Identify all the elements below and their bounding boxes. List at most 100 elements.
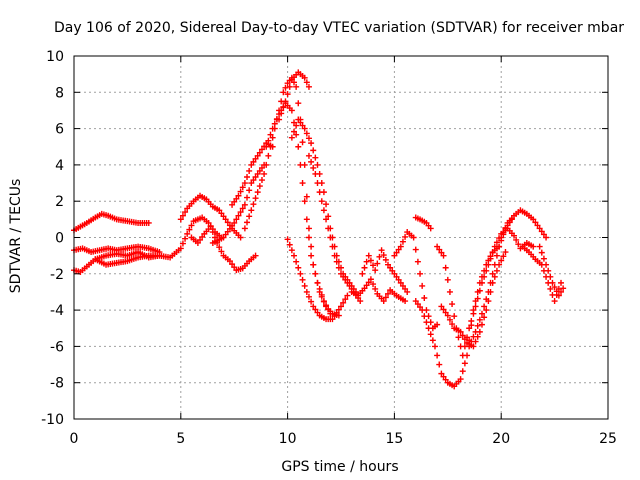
data-point (231, 264, 238, 271)
data-point (470, 310, 477, 317)
series-trace-22 (466, 207, 550, 350)
data-point (395, 276, 402, 283)
data-point (295, 264, 302, 271)
data-point (466, 343, 473, 350)
data-point (288, 107, 295, 114)
data-point (515, 241, 522, 248)
data-point (241, 225, 248, 232)
series-trace-2 (71, 243, 163, 256)
data-point (438, 249, 445, 256)
data-point (397, 279, 404, 286)
data-points (71, 69, 567, 390)
data-point (216, 207, 223, 214)
data-point (303, 79, 310, 86)
data-point (419, 307, 426, 314)
data-point (489, 270, 496, 277)
data-point (252, 155, 259, 162)
data-point (461, 336, 468, 343)
axis-ticks: 0 5 10 15 20 25 -10 -8 -6 -4 -2 0 2 4 6 8 10 (41, 49, 617, 447)
data-point (241, 180, 248, 187)
data-point (551, 284, 558, 291)
series-trace-21 (438, 249, 509, 350)
data-point (218, 210, 225, 217)
data-point (511, 232, 518, 239)
data-point (359, 270, 366, 277)
data-point (391, 270, 398, 277)
data-point (305, 293, 312, 300)
data-point (301, 198, 308, 205)
data-point (365, 279, 372, 286)
data-point (461, 360, 468, 367)
data-point (284, 91, 291, 98)
data-point (295, 100, 302, 107)
data-point (451, 313, 458, 320)
data-point (218, 248, 225, 255)
data-point (231, 219, 238, 226)
data-point (425, 325, 432, 332)
data-point (342, 296, 349, 303)
series-trace-14 (305, 152, 364, 305)
data-point (536, 225, 543, 232)
data-point (466, 325, 473, 332)
data-point (438, 303, 445, 310)
data-point (325, 306, 332, 313)
data-point (560, 285, 567, 292)
data-point (382, 294, 389, 301)
data-point (209, 229, 216, 236)
data-point (244, 219, 251, 226)
data-point (246, 213, 253, 220)
data-point (258, 177, 265, 184)
data-point (299, 122, 306, 129)
data-point (417, 304, 424, 311)
data-point (393, 249, 400, 256)
data-point (485, 288, 492, 295)
data-point (493, 252, 500, 259)
x-tick-label: 20 (492, 431, 510, 447)
series-trace-12 (284, 236, 351, 323)
series-trace-4 (92, 214, 225, 268)
data-point (457, 376, 464, 383)
data-point (384, 290, 391, 297)
data-point (291, 119, 298, 126)
y-axis-label: SDTVAR / TECUs (8, 179, 24, 294)
data-point (391, 252, 398, 259)
data-point (216, 244, 223, 251)
data-point (478, 279, 485, 286)
data-point (344, 279, 351, 286)
data-point (303, 193, 310, 200)
data-point (184, 230, 191, 237)
data-point (199, 233, 206, 240)
data-point (254, 189, 261, 196)
data-point (431, 343, 438, 350)
data-point (384, 261, 391, 268)
data-point (278, 110, 285, 117)
data-point (248, 180, 255, 187)
data-point (233, 195, 240, 202)
y-tick-label: -10 (41, 412, 64, 428)
data-point (333, 309, 340, 316)
series-trace-20 (434, 225, 537, 359)
data-point (308, 140, 315, 147)
data-point (291, 128, 298, 135)
data-point (280, 89, 287, 96)
data-point (226, 258, 233, 265)
data-point (344, 292, 351, 299)
data-point (472, 303, 479, 310)
data-point (470, 333, 477, 340)
data-point (229, 261, 236, 268)
data-point (545, 267, 552, 274)
data-point (265, 152, 272, 159)
data-point (449, 301, 456, 308)
y-tick-label: -2 (50, 267, 64, 283)
x-tick-label: 25 (599, 431, 617, 447)
data-point (538, 228, 545, 235)
data-point (308, 252, 315, 259)
data-point (378, 247, 385, 254)
data-point (182, 209, 189, 216)
data-point (293, 258, 300, 265)
data-point (472, 328, 479, 335)
data-point (235, 192, 242, 199)
data-point (459, 332, 466, 339)
data-point (237, 209, 244, 216)
y-tick-label: 4 (55, 158, 64, 174)
